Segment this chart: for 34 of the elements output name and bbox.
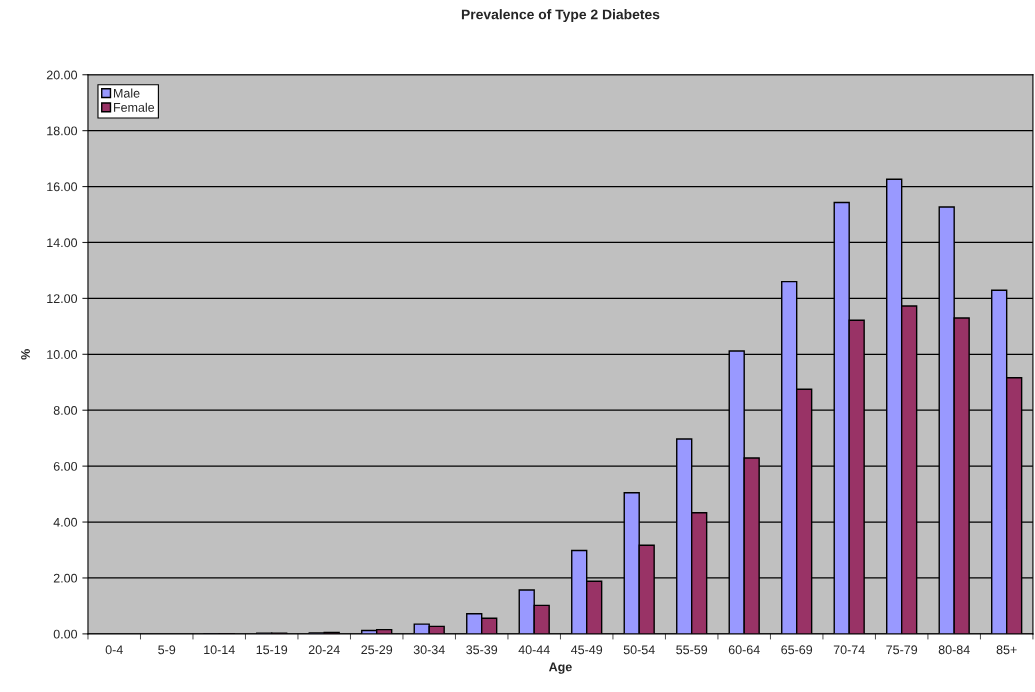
x-tick-label: 25-29 (361, 645, 393, 655)
y-tick-label: 12.00 (47, 294, 78, 304)
x-tick-label: 85+ (996, 645, 1017, 655)
x-tick-label: 20-24 (308, 645, 340, 655)
x-tick-label: 75-79 (886, 645, 918, 655)
x-tick-label: 5-9 (158, 645, 176, 655)
x-tick-label: 70-74 (833, 645, 865, 655)
legend-label: Male (114, 88, 140, 98)
y-tick-label: 18.00 (47, 126, 78, 136)
y-tick-label: 16.00 (47, 182, 78, 192)
y-tick-label: 4.00 (53, 517, 78, 527)
x-tick-label: 40-44 (518, 645, 550, 655)
y-tick-label: 2.00 (53, 573, 78, 583)
x-tick-label: 50-54 (623, 645, 655, 655)
x-tick-label: 10-14 (204, 645, 235, 655)
x-tick-label: 15-19 (256, 645, 288, 655)
legend-label: Female (114, 102, 155, 112)
y-tick-label: 10.00 (47, 350, 78, 359)
y-tick-label: 8.00 (53, 406, 78, 415)
x-tick-label: 55-59 (676, 645, 708, 655)
chart-title: Prevalence of Type 2 Diabetes (461, 9, 660, 23)
x-tick-label: 65-69 (781, 645, 813, 655)
y-tick-label: 20.00 (46, 70, 78, 80)
x-tick-label: 0-4 (105, 645, 123, 655)
x-axis-title: Age (548, 662, 572, 674)
x-tick-label: 30-34 (413, 645, 445, 655)
x-tick-label: 35-39 (466, 645, 498, 655)
x-tick-label: 45-49 (571, 645, 603, 655)
x-tick-label: 60-64 (728, 645, 760, 655)
y-axis-title: % (21, 349, 30, 360)
y-tick-label: 6.00 (53, 461, 78, 471)
y-tick-label: 14.00 (47, 238, 78, 248)
y-tick-label: 0.00 (53, 629, 78, 639)
x-tick-label: 80-84 (938, 645, 970, 655)
